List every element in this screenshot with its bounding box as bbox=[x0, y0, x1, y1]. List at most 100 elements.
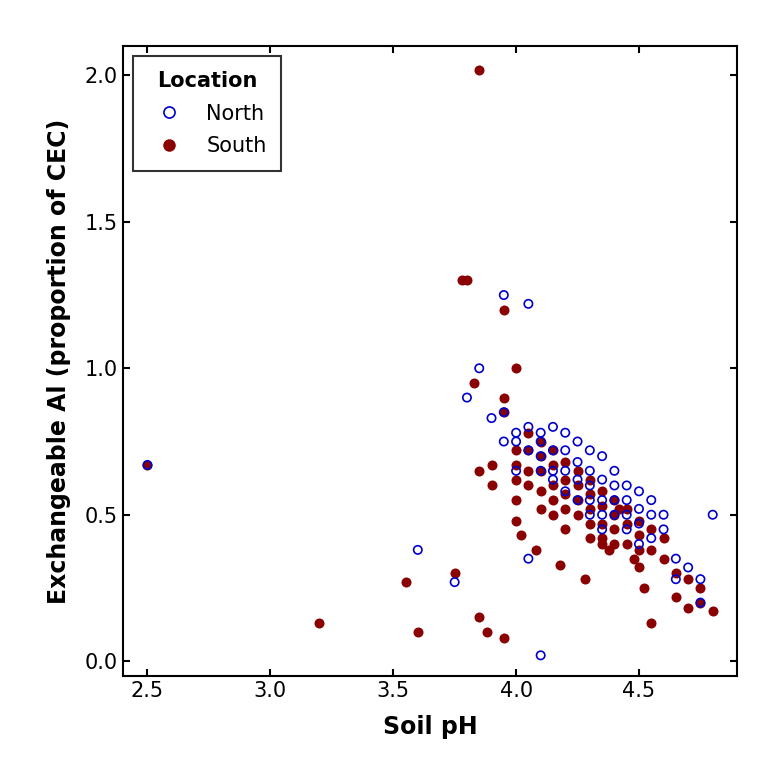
Point bbox=[498, 631, 510, 644]
Point bbox=[584, 503, 596, 515]
Point bbox=[535, 485, 547, 498]
Point bbox=[584, 473, 596, 485]
Point bbox=[596, 538, 608, 550]
Point bbox=[596, 450, 608, 462]
Point bbox=[596, 473, 608, 485]
Point bbox=[468, 377, 481, 389]
Point bbox=[498, 435, 510, 448]
Point bbox=[522, 426, 535, 439]
Point bbox=[584, 518, 596, 530]
Point bbox=[547, 465, 559, 477]
Point bbox=[670, 573, 682, 585]
Point bbox=[596, 494, 608, 506]
Point bbox=[621, 538, 633, 550]
Point bbox=[456, 274, 468, 286]
Point bbox=[621, 518, 633, 530]
Point bbox=[608, 479, 621, 492]
Point bbox=[682, 573, 694, 585]
Y-axis label: Exchangeable Al (proportion of CEC): Exchangeable Al (proportion of CEC) bbox=[47, 118, 71, 604]
Point bbox=[535, 465, 547, 477]
Point bbox=[584, 508, 596, 521]
Point bbox=[510, 515, 522, 527]
Point bbox=[682, 561, 694, 574]
Point bbox=[571, 494, 584, 506]
Point bbox=[571, 479, 584, 492]
Point bbox=[571, 456, 584, 468]
Point bbox=[515, 529, 527, 541]
Point bbox=[547, 473, 559, 485]
Point bbox=[694, 597, 707, 609]
Point bbox=[535, 450, 547, 462]
Point bbox=[637, 582, 650, 594]
Point bbox=[584, 494, 596, 506]
Point bbox=[412, 544, 424, 556]
Point bbox=[510, 426, 522, 439]
Point bbox=[633, 561, 645, 574]
Point bbox=[481, 626, 493, 638]
Point bbox=[670, 591, 682, 603]
Point bbox=[498, 406, 510, 419]
Point bbox=[571, 508, 584, 521]
Point bbox=[461, 274, 473, 286]
Point bbox=[621, 523, 633, 535]
Point bbox=[657, 523, 670, 535]
Point bbox=[498, 303, 510, 316]
Point bbox=[694, 573, 707, 585]
Legend: North, South: North, South bbox=[134, 57, 281, 170]
Point bbox=[535, 450, 547, 462]
Point bbox=[645, 544, 657, 556]
Point bbox=[584, 444, 596, 456]
Point bbox=[633, 503, 645, 515]
Point bbox=[559, 456, 571, 468]
Point bbox=[584, 488, 596, 501]
Point bbox=[559, 465, 571, 477]
Point bbox=[522, 298, 535, 310]
Point bbox=[608, 523, 621, 535]
Point bbox=[485, 479, 498, 492]
Point bbox=[670, 568, 682, 580]
Point bbox=[579, 573, 591, 585]
Point bbox=[141, 458, 154, 471]
Point bbox=[461, 392, 473, 404]
Point bbox=[510, 458, 522, 471]
Point bbox=[547, 444, 559, 456]
Point bbox=[547, 479, 559, 492]
Point bbox=[694, 582, 707, 594]
Point bbox=[473, 64, 485, 76]
X-axis label: Soil pH: Soil pH bbox=[382, 714, 478, 739]
Point bbox=[141, 458, 154, 471]
Point bbox=[473, 362, 485, 375]
Point bbox=[399, 576, 412, 588]
Point bbox=[645, 617, 657, 629]
Point bbox=[645, 508, 657, 521]
Point bbox=[510, 494, 522, 506]
Point bbox=[571, 465, 584, 477]
Point bbox=[510, 465, 522, 477]
Point bbox=[596, 518, 608, 530]
Point bbox=[498, 392, 510, 404]
Point bbox=[535, 435, 547, 448]
Point bbox=[498, 406, 510, 419]
Point bbox=[633, 518, 645, 530]
Point bbox=[682, 602, 694, 614]
Point bbox=[633, 515, 645, 527]
Point bbox=[604, 544, 616, 556]
Point bbox=[473, 465, 485, 477]
Point bbox=[584, 479, 596, 492]
Point bbox=[621, 508, 633, 521]
Point bbox=[510, 444, 522, 456]
Point bbox=[633, 529, 645, 541]
Point bbox=[571, 435, 584, 448]
Point bbox=[535, 503, 547, 515]
Point bbox=[608, 508, 621, 521]
Point bbox=[522, 444, 535, 456]
Point bbox=[608, 494, 621, 506]
Point bbox=[633, 538, 645, 550]
Point bbox=[571, 494, 584, 506]
Point bbox=[596, 485, 608, 498]
Point bbox=[596, 508, 608, 521]
Point bbox=[485, 412, 498, 424]
Point bbox=[547, 444, 559, 456]
Point bbox=[670, 552, 682, 564]
Point bbox=[559, 426, 571, 439]
